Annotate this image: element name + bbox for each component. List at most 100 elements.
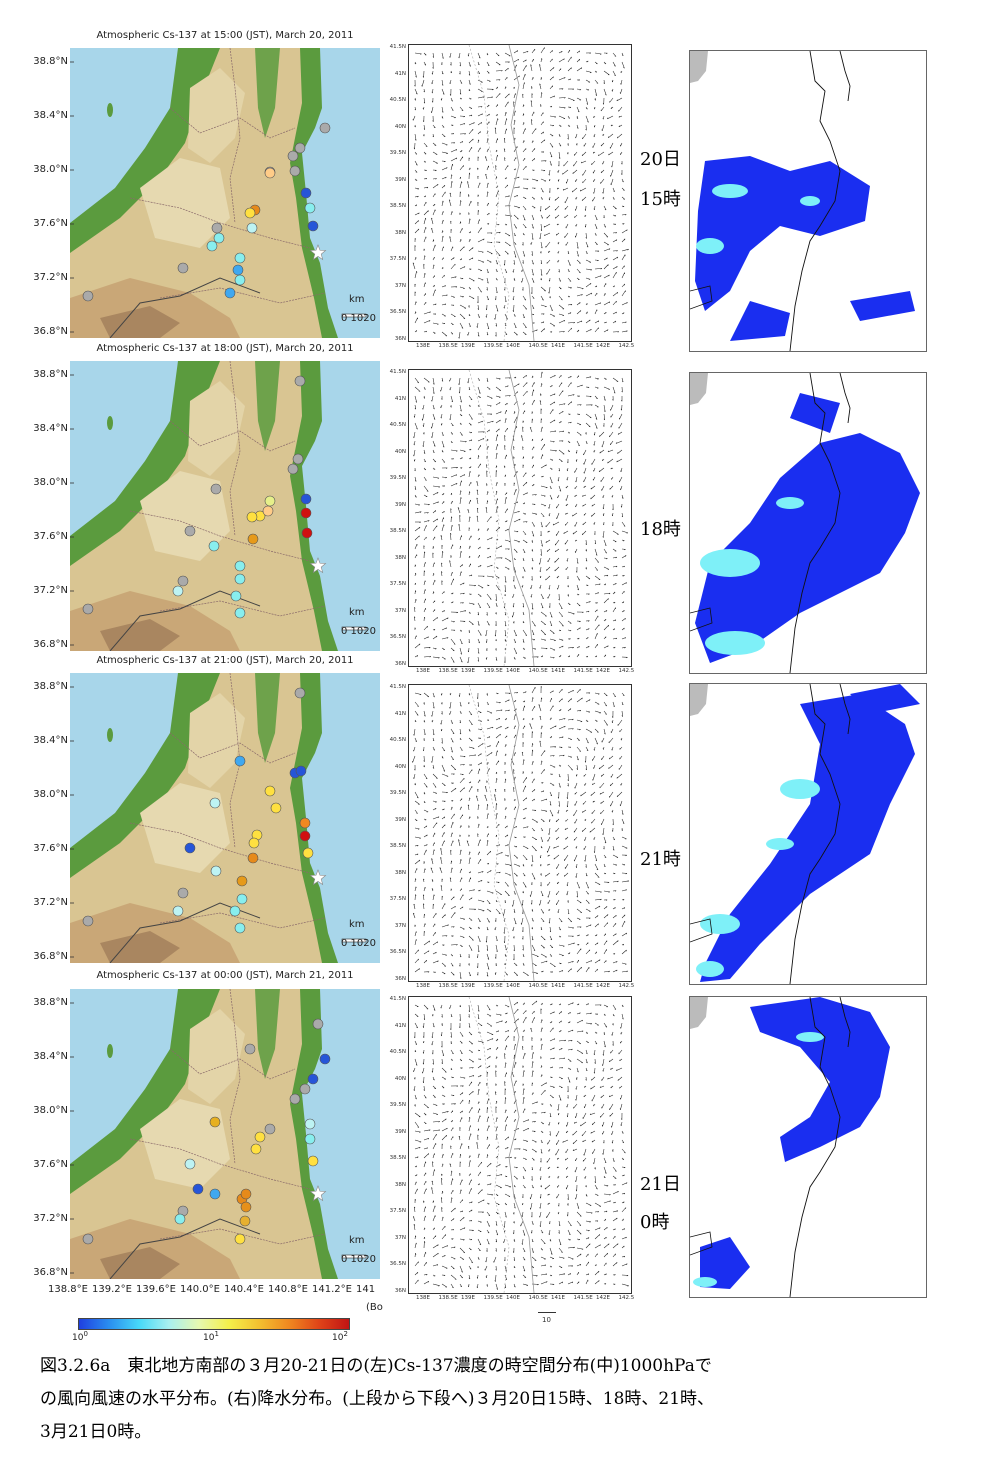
lat-label: 38.0°N <box>33 1105 68 1116</box>
wind-lat-label: 40N <box>394 763 406 770</box>
monitoring-station-dot <box>264 785 276 797</box>
monitoring-station-dot <box>270 802 282 814</box>
monitoring-station-dot <box>294 142 306 154</box>
colorbar-tick: 100 <box>72 1330 88 1343</box>
wind-lat-label: 41.5N <box>389 684 406 690</box>
precipitation-area <box>730 301 790 341</box>
monitoring-station-dot <box>287 463 299 475</box>
wind-lon-label: 138E <box>416 668 430 674</box>
monitoring-station-dot <box>287 150 299 162</box>
monitoring-station-dot <box>294 375 306 387</box>
lat-label: 38.4°N <box>33 1051 68 1062</box>
wind-lon-label: 139E <box>461 1295 475 1301</box>
lat-label: 36.8°N <box>33 1267 68 1278</box>
wind-lon-label: 142E <box>596 983 610 989</box>
wind-lat-label: 41.5N <box>389 996 406 1002</box>
monitoring-station-dot <box>307 1155 319 1167</box>
lat-label: 36.8°N <box>33 326 68 337</box>
map-title: Atmospheric Cs-137 at 00:00 (JST), March… <box>96 970 354 981</box>
monitoring-station-dot <box>244 1043 256 1055</box>
monitoring-station-dot <box>244 207 256 219</box>
wind-lat-label: 36.5N <box>389 634 406 640</box>
monitoring-station-dot <box>307 1073 319 1085</box>
precipitation-area <box>850 684 920 714</box>
wind-lon-label: 138.5E <box>438 983 458 989</box>
map-title: Atmospheric Cs-137 at 21:00 (JST), March… <box>96 655 354 666</box>
wind-lon-label: 141E <box>551 668 565 674</box>
wind-lat-label: 38N <box>394 1181 406 1188</box>
wind-lat-label: 36.5N <box>389 1261 406 1267</box>
monitoring-station-dot <box>294 687 306 699</box>
monitoring-station-dot <box>319 122 331 134</box>
wind-lat-label: 36.5N <box>389 309 406 315</box>
monitoring-station-dot <box>172 585 184 597</box>
lat-label: 38.0°N <box>33 477 68 488</box>
lat-label: 37.2°N <box>33 1213 68 1224</box>
wind-lon-label: 142.5 <box>618 983 635 989</box>
wind-lat-label: 41.5N <box>389 44 406 50</box>
lat-label: 38.8°N <box>33 997 68 1008</box>
wind-lon-label: 141E <box>551 343 565 349</box>
cs137-concentration-map <box>70 361 380 651</box>
precipitation-area <box>700 694 915 982</box>
monitoring-station-dot <box>295 765 307 777</box>
wind-lon-label: 138E <box>416 343 430 349</box>
wind-lat-label: 37.5N <box>389 1208 406 1214</box>
wind-lat-label: 41N <box>394 395 406 402</box>
precipitation-area <box>766 838 794 850</box>
wind-lon-label: 139.5E <box>483 343 503 349</box>
precipitation-area <box>776 497 804 509</box>
lat-label: 37.6°N <box>33 1159 68 1170</box>
monitoring-station-dot <box>248 837 260 849</box>
wind-lon-label: 140E <box>506 1295 520 1301</box>
lon-label: 141.2°E <box>312 1284 352 1295</box>
wind-lat-label: 39N <box>394 176 406 183</box>
precipitation-area <box>705 631 765 655</box>
wind-lon-label: 140.5E <box>528 668 548 674</box>
monitoring-station-dot <box>262 505 274 517</box>
wind-lat-label: 39.5N <box>389 790 406 796</box>
wind-lat-label: 40N <box>394 123 406 130</box>
plant-location-star <box>309 244 327 261</box>
wind-reference-arrow <box>538 1312 556 1313</box>
monitoring-station-dot <box>264 495 276 507</box>
wind-lat-label: 41N <box>394 710 406 717</box>
wind-lat-label: 36N <box>394 660 406 667</box>
wind-lat-label: 37N <box>394 922 406 929</box>
lat-label: 37.2°N <box>33 585 68 596</box>
monitoring-station-dot <box>300 493 312 505</box>
monitoring-station-dot <box>250 1143 262 1155</box>
lat-label: 38.4°N <box>33 110 68 121</box>
plant-location-star <box>309 1185 327 1202</box>
time-label: 18時 <box>640 519 681 540</box>
monitoring-station-dot <box>184 525 196 537</box>
lon-label: 140.0°E <box>180 1284 220 1295</box>
lon-label: 139.2°E <box>92 1284 132 1295</box>
map-scale-label: km 0 1020 <box>341 1235 376 1265</box>
monitoring-station-dot <box>264 167 276 179</box>
monitoring-station-dot <box>82 603 94 615</box>
wind-lat-label: 37N <box>394 607 406 614</box>
lat-label: 37.2°N <box>33 272 68 283</box>
colorbar-tick: 102 <box>332 1330 348 1343</box>
monitoring-station-dot <box>307 220 319 232</box>
lat-label: 38.0°N <box>33 789 68 800</box>
precipitation-area <box>693 1277 717 1287</box>
lat-label: 36.8°N <box>33 639 68 650</box>
time-label: 21時 <box>640 849 681 870</box>
monitoring-station-dot <box>292 453 304 465</box>
monitoring-station-dot <box>234 573 246 585</box>
monitoring-station-dot <box>304 1133 316 1145</box>
monitoring-station-dot <box>234 274 246 286</box>
wind-lon-label: 142E <box>596 1295 610 1301</box>
lat-label: 36.8°N <box>33 951 68 962</box>
wind-lat-label: 38N <box>394 229 406 236</box>
monitoring-station-dot <box>211 222 223 234</box>
monitoring-station-dot <box>319 1053 331 1065</box>
monitoring-station-dot <box>301 527 313 539</box>
wind-lon-label: 141E <box>551 983 565 989</box>
wind-lon-label: 138E <box>416 983 430 989</box>
monitoring-station-dot <box>210 483 222 495</box>
precipitation-area <box>712 184 748 198</box>
wind-lon-label: 139.5E <box>483 1295 503 1301</box>
